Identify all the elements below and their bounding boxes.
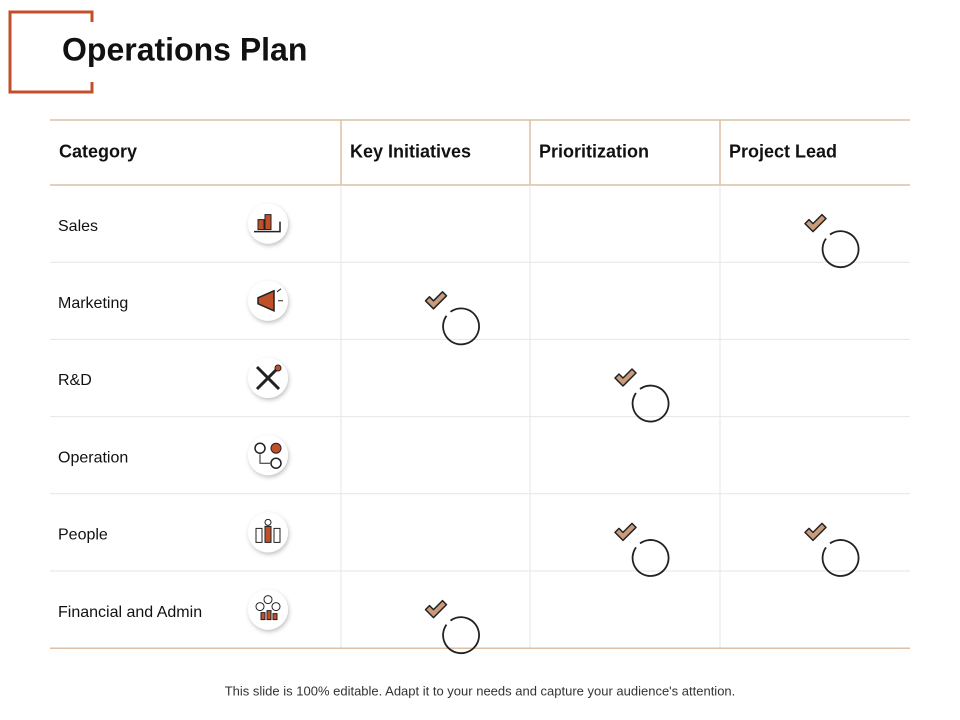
- icon-part: [254, 442, 266, 454]
- column-header: Prioritization: [539, 141, 649, 161]
- icon-part: [266, 610, 272, 621]
- check-icon: [614, 522, 670, 577]
- icon-part: [257, 219, 265, 231]
- category-icon: [248, 203, 288, 244]
- icon-part: [276, 288, 283, 302]
- icon-part: [259, 454, 270, 464]
- check-icon: [804, 522, 860, 577]
- category-label: Financial and Admin: [58, 604, 202, 621]
- check-mark: [424, 599, 448, 619]
- category-icon: [248, 512, 288, 553]
- check-mark: [614, 522, 637, 542]
- icon-part: [274, 364, 282, 372]
- category-label: Marketing: [58, 295, 128, 312]
- icon-part: [264, 214, 272, 231]
- column-header: Project Lead: [729, 141, 837, 161]
- category-icon: [248, 435, 288, 476]
- column-header: Category: [59, 141, 137, 161]
- check-icon: [424, 291, 480, 346]
- icon-part: [254, 221, 281, 233]
- footer: This slide is 100% editable. Adapt it to…: [225, 683, 736, 698]
- category-icon: [248, 589, 288, 630]
- check-ring: [821, 539, 860, 577]
- icon-part: [257, 289, 275, 312]
- check-icon: [424, 599, 480, 655]
- icon-part: [255, 602, 265, 612]
- icon-part: [270, 442, 282, 454]
- icon-part: [273, 527, 281, 543]
- icon-part: [272, 613, 278, 621]
- icon-part: [264, 518, 272, 526]
- icon-part: [255, 365, 281, 391]
- category-label: Operation: [58, 449, 128, 466]
- check-ring: [631, 384, 670, 423]
- check-ring: [442, 616, 480, 655]
- title: Operations Plan: [62, 31, 307, 67]
- check-ring: [821, 230, 860, 269]
- icon-part: [270, 457, 282, 469]
- check-mark: [614, 368, 637, 387]
- icon-part: [260, 612, 266, 621]
- category-icon: [248, 280, 288, 321]
- category-label: Sales: [58, 218, 98, 235]
- icon-part: [255, 527, 263, 543]
- check-mark: [804, 522, 827, 542]
- category-label: People: [58, 527, 108, 544]
- icon-badge: [248, 435, 288, 476]
- icon-badge: [248, 589, 288, 630]
- check-mark: [424, 291, 448, 310]
- check-icon: [804, 213, 860, 269]
- icon-part: [271, 602, 281, 612]
- check-ring: [631, 539, 670, 577]
- check-mark: [804, 213, 827, 233]
- table: Category Key Initiatives Prioritization Pro…: [50, 119, 910, 655]
- check-ring: [442, 307, 480, 346]
- icon-part: [264, 525, 272, 543]
- category-icon: [248, 358, 288, 398]
- title-bracket: [8, 10, 94, 94]
- category-label: R&D: [58, 372, 92, 389]
- column-header: Key Initiatives: [350, 141, 471, 161]
- check-icon: [614, 368, 670, 423]
- icon-part: [263, 595, 273, 605]
